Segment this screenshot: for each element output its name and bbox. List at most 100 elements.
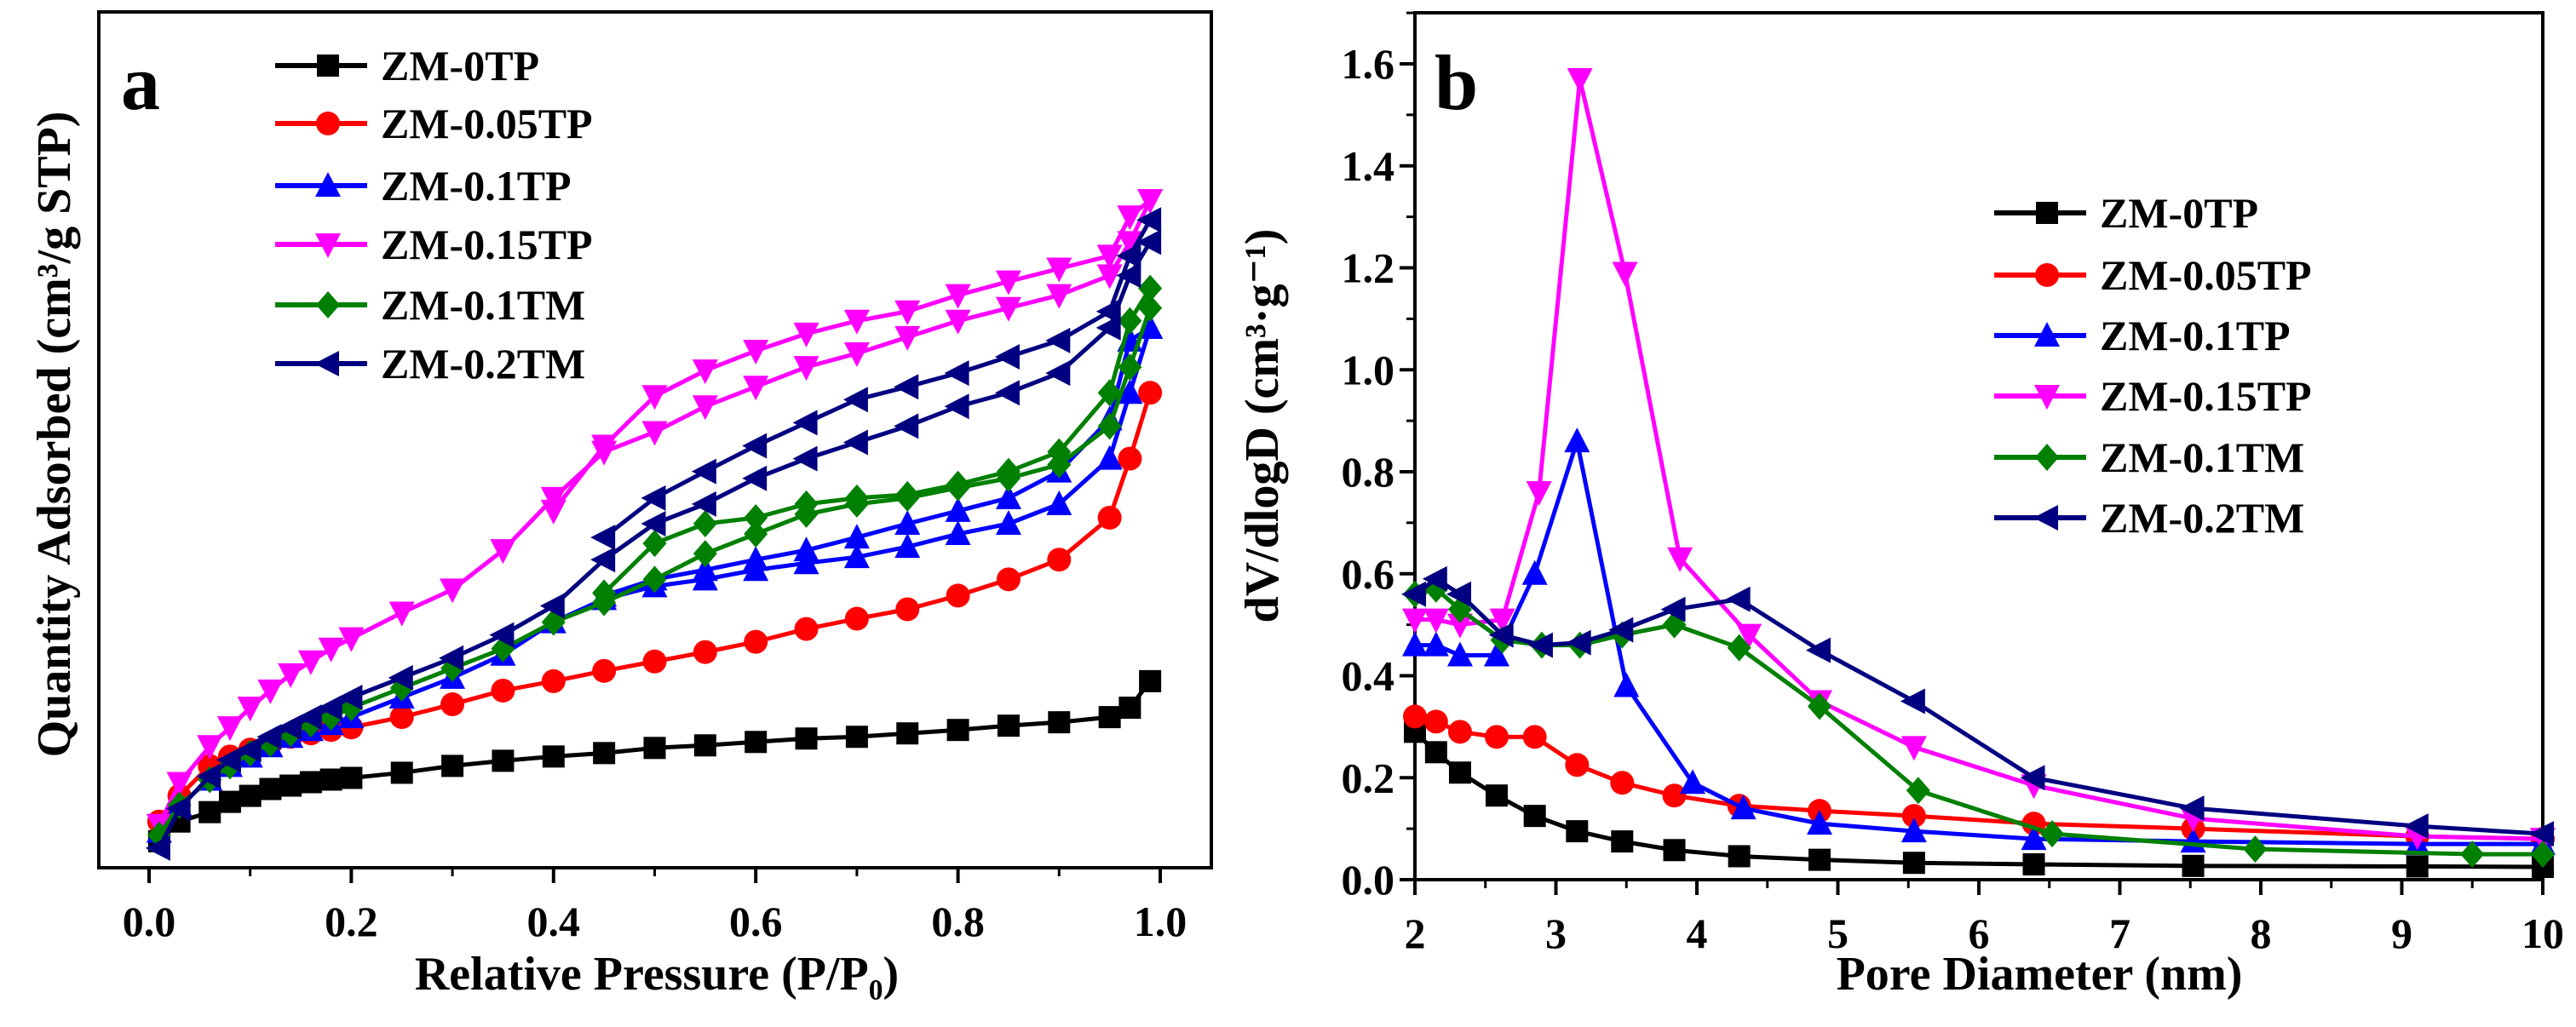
legend-marker [2035,444,2059,471]
legend-label: ZM-0.1TM [381,281,585,329]
legend-label: ZM-0TP [2100,189,2258,237]
legend-marker [2033,505,2058,531]
x-tick-label: 2 [1405,909,1426,957]
data-point [1117,205,1143,231]
data-point [1900,736,1927,761]
data-point [1423,631,1449,657]
data-point [691,491,716,517]
y-tick-label: 0.2 [1342,754,1395,801]
data-point [742,465,768,491]
data-point [642,649,667,674]
data-point [1663,839,1686,862]
x-axis-label: Pore Diameter (nm) [1837,948,2243,1001]
data-point [259,777,282,800]
legend-marker [317,55,339,77]
legend-label: ZM-0.15TP [381,221,593,268]
data-point [843,341,870,367]
y-tick-label: 1.6 [1342,40,1395,88]
data-point [693,640,717,664]
x-tick-label: 7 [2109,909,2130,957]
data-point [1523,805,1546,828]
y-tick-label: 0.0 [1342,856,1395,904]
data-point [994,344,1020,370]
x-tick-label: 3 [1545,909,1567,957]
data-point [277,714,302,741]
data-point [440,692,465,717]
x-axis-label: Relative Pressure (P/P₀) [415,948,899,1001]
legend-entry: ZM-0.1TP [275,162,572,209]
data-point [278,663,304,688]
x-tick-label: 0.8 [931,898,985,945]
legend-label: ZM-0.15TP [2100,372,2312,420]
data-point [2179,795,2205,822]
data-point [793,322,819,347]
data-point [995,509,1021,535]
data-point [2040,820,2065,848]
data-point [1095,298,1121,324]
data-point [1136,229,1162,255]
data-point [793,356,819,382]
data-point [256,724,282,750]
data-point [1116,243,1141,269]
data-point [1900,818,1927,843]
x-tick-label: 10 [2521,909,2564,957]
data-point [844,484,869,512]
data-point [491,678,515,703]
legend-entry: ZM-0.15TP [275,221,593,268]
data-point [198,800,221,823]
series-zm-0-2tm [1401,565,2554,847]
legend-marker [314,351,339,376]
data-point [390,761,413,784]
legend-entry: ZM-0.05TP [1994,251,2312,299]
series-line [1414,587,2543,857]
data-point [1566,629,1591,656]
data-point [2403,813,2429,840]
data-point [1807,692,1831,720]
data-point [1485,784,1508,807]
data-point [1448,761,1471,784]
data-point [216,747,241,773]
data-point [945,520,971,546]
data-point [995,270,1021,295]
data-point [1048,711,1071,734]
data-point [296,704,322,731]
legend-marker [316,291,340,318]
data-point [439,645,464,671]
data-point [340,766,363,789]
data-point [337,685,363,711]
data-point [795,727,818,750]
data-point [1808,848,1831,871]
data-point [641,510,666,536]
data-point [642,530,667,558]
x-tick-label: 6 [1969,909,1990,957]
data-point [1906,777,1930,805]
data-point [2020,765,2045,791]
data-point [2529,821,2554,847]
data-point [1610,771,1635,795]
data-point [944,360,969,387]
data-point [743,339,769,364]
data-point [1736,623,1762,649]
data-point [388,664,413,691]
series-line [1413,730,2544,869]
data-point [2021,825,2047,851]
data-point [1046,257,1072,283]
data-point [1097,505,1122,530]
data-point [1730,795,1757,820]
panel-label: a [121,39,160,126]
data-point [239,784,262,807]
data-point [441,754,464,777]
data-point [794,617,819,641]
data-point [792,410,818,436]
data-point [1138,381,1163,405]
data-point [489,622,515,648]
y-tick-label: 0.8 [1342,448,1395,496]
data-point [318,637,344,663]
legend-marker [2035,263,2059,287]
data-point [257,679,284,704]
data-point [842,429,868,456]
data-point [1662,783,1687,808]
data-point [1526,480,1552,506]
data-point [1489,608,1515,634]
